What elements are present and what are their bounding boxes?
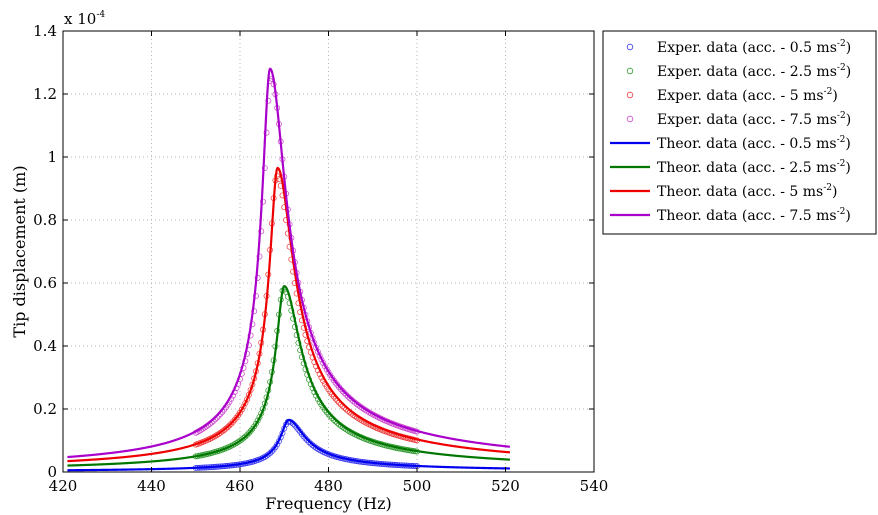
data-point xyxy=(237,409,243,416)
x-tick-label: 420 xyxy=(49,477,78,495)
series-line xyxy=(67,284,511,467)
y-tick-label: 1 xyxy=(47,148,57,166)
data-point xyxy=(238,406,245,413)
y-tick-label: 0.2 xyxy=(33,400,57,418)
y-tick-label: 1.4 xyxy=(33,22,57,40)
theory-line xyxy=(67,284,511,467)
series-line xyxy=(67,67,511,459)
legend-swatch-marker xyxy=(626,67,634,75)
legend-label: Theor. data (acc. - 0.5 ms-2) xyxy=(657,135,851,152)
y-tick-label: 0 xyxy=(47,463,57,481)
legend-item: Exper. data (acc. - 2.5 ms-2) xyxy=(626,63,851,80)
series-scatter xyxy=(192,286,420,460)
data-point xyxy=(341,390,348,396)
data-point xyxy=(268,448,275,455)
y-axis-label: Tip displacement (m) xyxy=(10,165,29,337)
legend-label: Exper. data (acc. - 5 ms-2) xyxy=(657,87,838,104)
data-point xyxy=(242,400,249,406)
data-point xyxy=(242,433,249,440)
data-point xyxy=(222,425,229,432)
legend-swatch-marker xyxy=(626,91,634,99)
y-tick-label: 0.8 xyxy=(33,211,57,229)
x-tick-label: 520 xyxy=(491,477,520,495)
series-line xyxy=(67,418,510,472)
data-point xyxy=(240,435,247,442)
legend-item: Exper. data (acc. - 7.5 ms-2) xyxy=(626,111,851,128)
theory-line xyxy=(67,67,511,459)
legend-label: Exper. data (acc. - 0.5 ms-2) xyxy=(657,39,851,56)
legend-box xyxy=(602,30,877,235)
y-tick-label: 0.4 xyxy=(33,337,57,355)
legend-item: Theor. data (acc. - 0.5 ms-2) xyxy=(610,135,851,152)
data-point xyxy=(267,450,274,457)
legend-swatch-marker xyxy=(626,115,634,123)
series-scatter xyxy=(192,75,420,436)
legend-item: Theor. data (acc. - 5 ms-2) xyxy=(610,183,838,200)
data-point xyxy=(228,420,235,427)
y-axis-exponent: x 10-4 xyxy=(64,10,105,28)
data-point xyxy=(245,430,252,437)
legend-label: Theor. data (acc. - 7.5 ms-2) xyxy=(657,207,851,224)
ticks: 420 440 460 480 500 520 540 0 0.2 0.4 0.6 0.8 1 1.2 1.… xyxy=(33,22,608,495)
legend-item: Theor. data (acc. - 2.5 ms-2) xyxy=(610,159,851,176)
grid xyxy=(63,31,594,472)
y-axis-exponent-power: -4 xyxy=(96,10,105,20)
data-point xyxy=(229,418,236,425)
data-point xyxy=(221,427,228,434)
y-tick-label: 1.2 xyxy=(33,85,57,103)
data-point xyxy=(263,129,270,136)
legend-swatch-marker xyxy=(626,43,634,51)
x-tick-label: 440 xyxy=(137,477,166,495)
legend-label: Exper. data (acc. - 7.5 ms-2) xyxy=(657,111,851,128)
legend-item: Theor. data (acc. - 7.5 ms-2) xyxy=(610,207,851,224)
theory-line xyxy=(67,418,510,472)
data-point xyxy=(226,422,233,429)
data-point xyxy=(261,165,268,171)
data-point xyxy=(224,424,231,431)
data-point xyxy=(244,431,251,438)
data-point xyxy=(265,97,272,104)
data-point xyxy=(240,403,247,410)
series-scatter xyxy=(192,173,420,448)
data-point xyxy=(238,436,245,443)
data-point xyxy=(343,391,350,398)
legend: Exper. data (acc. - 0.5 ms-2) Exper. data… xyxy=(602,30,877,235)
plot-series xyxy=(67,67,511,472)
x-axis-label: Frequency (Hz) xyxy=(265,494,392,513)
legend-label: Exper. data (acc. - 2.5 ms-2) xyxy=(657,63,851,80)
y-axis-exponent-base: x 10 xyxy=(64,10,96,28)
legend-item: Exper. data (acc. - 5 ms-2) xyxy=(626,87,838,104)
legend-label: Theor. data (acc. - 2.5 ms-2) xyxy=(657,159,851,176)
x-tick-label: 540 xyxy=(580,477,609,495)
legend-item: Exper. data (acc. - 0.5 ms-2) xyxy=(626,39,851,56)
x-tick-label: 480 xyxy=(314,477,343,495)
x-tick-label: 500 xyxy=(403,477,432,495)
y-tick-label: 0.6 xyxy=(33,274,57,292)
x-tick-label: 460 xyxy=(226,477,255,495)
legend-label: Theor. data (acc. - 5 ms-2) xyxy=(657,183,838,200)
